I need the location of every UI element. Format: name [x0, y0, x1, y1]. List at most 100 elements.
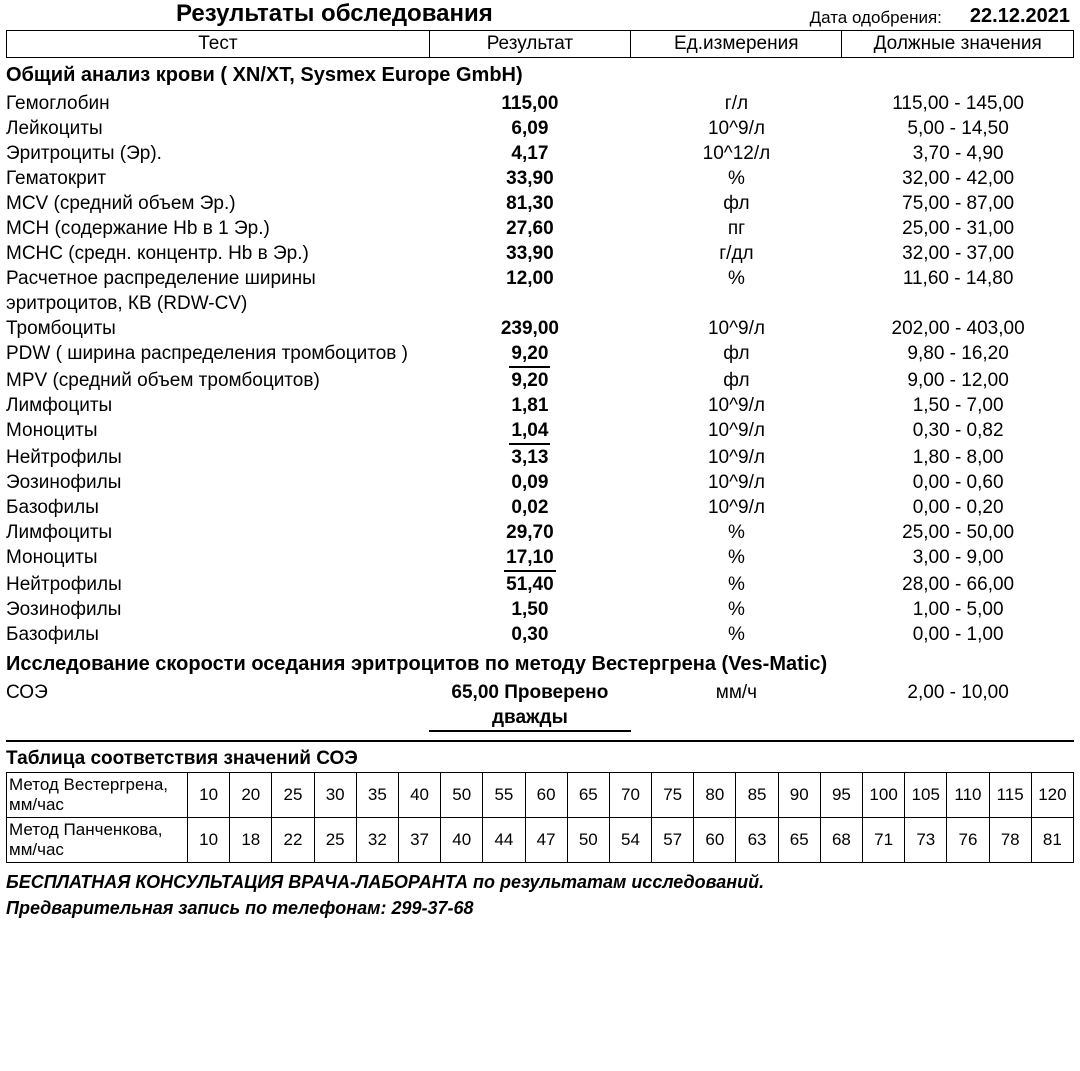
- test-unit: 10^9/л: [631, 418, 843, 445]
- soe-westergren-cell: 65: [567, 773, 609, 818]
- test-reference: 25,00 - 31,00: [842, 216, 1074, 241]
- test-name: Гематокрит: [6, 166, 429, 191]
- test-name: Эозинофилы: [6, 597, 429, 622]
- test-reference: 5,00 - 14,50: [842, 116, 1074, 141]
- result-row: MPV (средний объем тромбоцитов)9,20фл9,0…: [6, 368, 1074, 393]
- result-row: СОЭ65,00 Проверено дваждымм/ч2,00 - 10,0…: [6, 680, 1074, 732]
- test-reference: 11,60 - 14,80: [842, 266, 1074, 316]
- test-value: 9,20: [429, 368, 631, 393]
- test-value: 27,60: [429, 216, 631, 241]
- test-name: Расчетное распределение ширины эритроцит…: [6, 266, 429, 316]
- results-body: Общий анализ крови ( XN/XT, Sysmex Europ…: [6, 64, 1074, 732]
- test-unit: фл: [631, 341, 843, 368]
- soe-westergren-cell: 105: [905, 773, 947, 818]
- test-reference: 202,00 - 403,00: [842, 316, 1074, 341]
- test-value: 1,04: [429, 418, 631, 445]
- test-value: 115,00: [429, 91, 631, 116]
- soe-westergren-cell: 110: [947, 773, 989, 818]
- soe-panchenkov-cell: 10: [188, 818, 230, 863]
- soe-panchenkov-cell: 63: [736, 818, 778, 863]
- soe-westergren-cell: 115: [989, 773, 1031, 818]
- test-name: MCHC (средн. концентр. Hb в Эр.): [6, 241, 429, 266]
- soe-panchenkov-cell: 25: [314, 818, 356, 863]
- result-row: Нейтрофилы3,1310^9/л1,80 - 8,00: [6, 445, 1074, 470]
- result-row: Моноциты1,0410^9/л0,30 - 0,82: [6, 418, 1074, 445]
- test-value: 4,17: [429, 141, 631, 166]
- soe-westergren-cell: 70: [609, 773, 651, 818]
- test-value: 1,81: [429, 393, 631, 418]
- soe-panchenkov-cell: 60: [694, 818, 736, 863]
- soe-westergren-cell: 25: [272, 773, 314, 818]
- lab-report-page: Результаты обследования Дата одобрения: …: [0, 0, 1080, 1071]
- result-row: MCHC (средн. концентр. Hb в Эр.)33,90г/д…: [6, 241, 1074, 266]
- approval-date-label: Дата одобрения:: [810, 8, 942, 28]
- test-value: 51,40: [429, 572, 631, 597]
- test-unit: %: [631, 572, 843, 597]
- test-name: Лейкоциты: [6, 116, 429, 141]
- test-unit: фл: [631, 368, 843, 393]
- result-row: Базофилы0,30%0,00 - 1,00: [6, 622, 1074, 647]
- results-table: Гемоглобин115,00г/л115,00 - 145,00Лейкоц…: [6, 91, 1074, 647]
- test-unit: 10^12/л: [631, 141, 843, 166]
- test-name: Моноциты: [6, 545, 429, 572]
- document-title: Результаты обследования: [176, 0, 493, 28]
- soe-westergren-cell: 20: [230, 773, 272, 818]
- soe-panchenkov-cell: 68: [820, 818, 862, 863]
- soe-westergren-label: Метод Вестергрена, мм/час: [7, 773, 188, 818]
- test-unit: пг: [631, 216, 843, 241]
- test-value: 1,50: [429, 597, 631, 622]
- test-value: 9,20: [429, 341, 631, 368]
- test-unit: 10^9/л: [631, 495, 843, 520]
- test-reference: 75,00 - 87,00: [842, 191, 1074, 216]
- test-unit: %: [631, 597, 843, 622]
- section-title: Исследование скорости оседания эритроцит…: [6, 653, 1074, 676]
- test-reference: 0,00 - 0,20: [842, 495, 1074, 520]
- soe-westergren-cell: 80: [694, 773, 736, 818]
- test-name: Гемоглобин: [6, 91, 429, 116]
- test-name: Тромбоциты: [6, 316, 429, 341]
- soe-westergren-cell: 10: [188, 773, 230, 818]
- flagged-value: 17,10: [504, 545, 556, 572]
- test-name: Нейтрофилы: [6, 572, 429, 597]
- test-name: MCV (средний объем Эр.): [6, 191, 429, 216]
- soe-panchenkov-cell: 71: [863, 818, 905, 863]
- soe-panchenkov-cell: 65: [778, 818, 820, 863]
- soe-westergren-cell: 35: [356, 773, 398, 818]
- test-value: 239,00: [429, 316, 631, 341]
- soe-panchenkov-cell: 73: [905, 818, 947, 863]
- test-unit: %: [631, 545, 843, 572]
- test-value: 0,30: [429, 622, 631, 647]
- test-value: 0,09: [429, 470, 631, 495]
- test-unit: %: [631, 520, 843, 545]
- soe-panchenkov-cell: 57: [652, 818, 694, 863]
- test-reference: 9,00 - 12,00: [842, 368, 1074, 393]
- test-reference: 0,00 - 0,60: [842, 470, 1074, 495]
- soe-panchenkov-cell: 44: [483, 818, 525, 863]
- test-name: СОЭ: [6, 680, 429, 732]
- soe-panchenkov-cell: 76: [947, 818, 989, 863]
- test-reference: 32,00 - 42,00: [842, 166, 1074, 191]
- result-row: Моноциты17,10%3,00 - 9,00: [6, 545, 1074, 572]
- result-row: Расчетное распределение ширины эритроцит…: [6, 266, 1074, 316]
- test-reference: 3,70 - 4,90: [842, 141, 1074, 166]
- soe-panchenkov-cell: 78: [989, 818, 1031, 863]
- result-row: Лейкоциты6,0910^9/л5,00 - 14,50: [6, 116, 1074, 141]
- test-reference: 1,50 - 7,00: [842, 393, 1074, 418]
- test-reference: 1,00 - 5,00: [842, 597, 1074, 622]
- flagged-value: 9,20: [509, 341, 550, 368]
- test-reference: 28,00 - 66,00: [842, 572, 1074, 597]
- test-name: Нейтрофилы: [6, 445, 429, 470]
- soe-panchenkov-cell: 22: [272, 818, 314, 863]
- footer-block: БЕСПЛАТНАЯ КОНСУЛЬТАЦИЯ ВРАЧА-ЛАБОРАНТА …: [6, 869, 1074, 921]
- test-name: Лимфоциты: [6, 520, 429, 545]
- soe-row: Метод Панченкова, мм/час1018222532374044…: [7, 818, 1074, 863]
- test-value: 3,13: [429, 445, 631, 470]
- soe-panchenkov-cell: 54: [609, 818, 651, 863]
- col-result: Результат: [429, 31, 630, 58]
- soe-westergren-cell: 95: [820, 773, 862, 818]
- test-name: Лимфоциты: [6, 393, 429, 418]
- test-reference: 0,30 - 0,82: [842, 418, 1074, 445]
- test-name: PDW ( ширина распределения тромбоцитов ): [6, 341, 429, 368]
- test-reference: 1,80 - 8,00: [842, 445, 1074, 470]
- soe-panchenkov-cell: 81: [1031, 818, 1073, 863]
